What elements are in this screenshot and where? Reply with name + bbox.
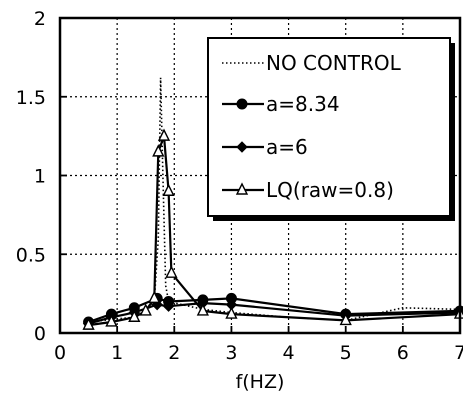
data-point <box>162 300 175 312</box>
x-tick-label: 1 <box>111 342 123 364</box>
legend-marker <box>235 182 249 195</box>
x-tick-label: 5 <box>340 342 352 364</box>
x-tick-label: 6 <box>397 342 409 364</box>
legend-entry: LQ(raw=0.8) <box>222 178 394 202</box>
legend-entry: NO CONTROL <box>222 51 402 75</box>
data-point <box>139 303 152 316</box>
data-point <box>105 314 118 327</box>
x-tick-label: 2 <box>168 342 180 364</box>
y-tick-label: 2 <box>34 8 46 30</box>
y-tick-label: 1 <box>34 166 46 188</box>
data-point <box>157 128 171 141</box>
legend-label: a=6 <box>266 135 308 159</box>
y-tick-label: 0.5 <box>16 244 46 266</box>
data-point <box>196 303 209 316</box>
data-point <box>128 309 141 322</box>
legend-entry: a=6 <box>222 135 308 159</box>
data-point <box>148 290 161 304</box>
axes <box>58 16 462 335</box>
data-point <box>339 312 352 326</box>
data-point <box>165 265 178 278</box>
legend-marker <box>236 98 248 110</box>
data-point <box>82 317 95 330</box>
legend-box <box>207 37 451 217</box>
legend-label: a=8.34 <box>266 92 340 116</box>
legend-entry: a=8.34 <box>222 92 340 116</box>
series-layer <box>82 77 463 330</box>
series-3 <box>82 128 463 330</box>
data-point <box>162 183 175 196</box>
tick-labels: 0 1 2 3 4 5 6 7 0 0.5 1 1.5 2 <box>16 8 463 364</box>
x-tick-label: 3 <box>225 342 237 364</box>
legend-label: LQ(raw=0.8) <box>266 178 394 202</box>
legend-label: NO CONTROL <box>266 51 402 75</box>
x-tick-label: 0 <box>54 342 66 364</box>
y-tick-label: 0 <box>34 323 46 345</box>
x-tick-label: 4 <box>283 342 295 364</box>
x-tick-label: 7 <box>454 342 463 364</box>
y-tick-label: 1.5 <box>16 87 46 109</box>
legend: NO CONTROL a=8.34 a=6 LQ(raw=0.8) <box>207 37 455 221</box>
data-point <box>152 144 165 157</box>
legend-marker <box>236 141 248 153</box>
data-point <box>225 306 238 319</box>
x-axis-title: f(HZ) <box>236 371 285 393</box>
